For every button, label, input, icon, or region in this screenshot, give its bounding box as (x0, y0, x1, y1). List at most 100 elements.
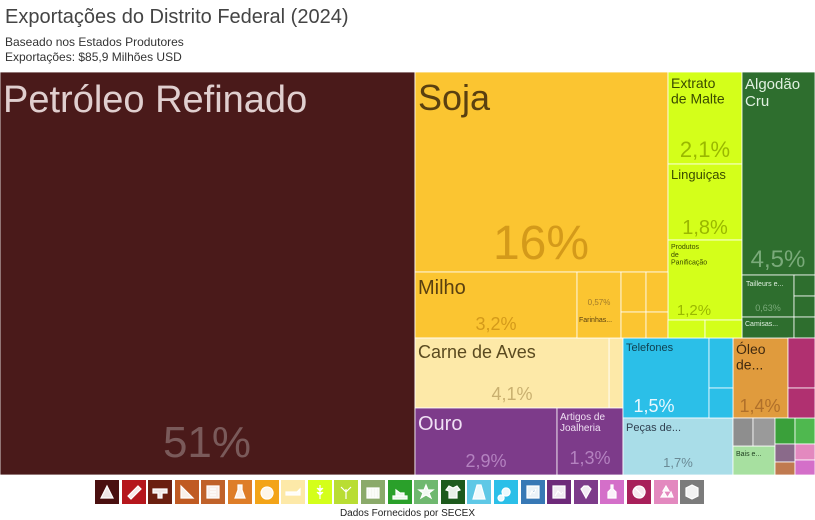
misc-small-4[interactable] (774, 443, 796, 463)
tile-share--leo-de: 1,4% (739, 396, 780, 416)
tile--leo-de[interactable] (732, 337, 789, 419)
tile-label-milho: Milho (418, 277, 466, 299)
tile-share-telefones: 1,5% (633, 396, 674, 416)
animal-filler[interactable] (608, 337, 624, 409)
tile-label-produtos-de-panifica-o: de (671, 252, 679, 259)
tile-share-farinhas: 0,57% (588, 298, 611, 307)
grain-small-3[interactable] (620, 311, 647, 339)
misc-small-0[interactable] (732, 417, 754, 447)
tile-share-tailleurs: 0,63% (755, 303, 781, 313)
tile-share-petr-leo-refinado: 51% (163, 418, 251, 467)
malt-small-1[interactable] (704, 319, 743, 339)
tile-label-tailleurs: Tailleurs e... (746, 281, 783, 288)
tile-label-telefones: Telefones (626, 342, 674, 354)
tile-share-algod-o-cru: 4,5% (751, 246, 806, 273)
tile-share-artigos-de-joalheria: 1,3% (569, 448, 610, 468)
grain-small-4[interactable] (645, 311, 669, 339)
tile-label-pe-as-de: Peças de... (626, 422, 681, 434)
road-icon[interactable] (467, 480, 491, 504)
pink-small-1[interactable] (787, 387, 815, 419)
malt-small-0[interactable] (667, 319, 706, 339)
misc-small-1[interactable] (752, 417, 776, 447)
textile-roll-icon[interactable] (201, 480, 225, 504)
textile-small-1[interactable] (793, 295, 815, 318)
tile-share-produtos-de-panifica-o: 1,2% (677, 302, 711, 319)
fruit-icon[interactable] (255, 480, 279, 504)
tile-label--leo-de: Óleo (736, 341, 766, 357)
tile-artigos-de-joalheria[interactable] (556, 407, 624, 475)
tile-telefones[interactable] (622, 337, 710, 419)
tile-label-petr-leo-refinado: Petróleo Refinado (3, 79, 307, 121)
tile-label-extrato-de-malte: Extrato (671, 75, 716, 91)
tile-share-pe-as-de: 1,7% (663, 455, 693, 470)
chart-title: Exportações do Distrito Federal (2024) (5, 6, 349, 28)
clothing-icon[interactable] (441, 480, 465, 504)
chemical-icon[interactable] (122, 480, 146, 504)
tile-share-carne-de-aves: 4,1% (491, 384, 532, 404)
export-total: Exportações: $85,9 Milhões USD (5, 50, 182, 64)
tile-label-carne-de-aves: Carne de Aves (418, 342, 536, 362)
plant-icon[interactable] (334, 480, 358, 504)
tile-share-soja: 16% (493, 217, 589, 270)
instrument-icon[interactable] (521, 480, 545, 504)
tile-label-produtos-de-panifica-o: Panificação (671, 260, 707, 267)
grain-small-2[interactable] (645, 271, 669, 313)
flask-icon[interactable] (228, 480, 252, 504)
misc-small-2[interactable] (774, 417, 796, 445)
tile-soja[interactable] (414, 72, 669, 273)
metal-icon[interactable] (148, 480, 172, 504)
tile-produtos-de-panifica-o[interactable] (667, 239, 743, 321)
misc-small-3[interactable] (794, 417, 815, 445)
tile-petr-leo-refinado[interactable] (0, 72, 416, 475)
animal-icon[interactable] (281, 480, 305, 504)
data-source: Dados Fornecidos por SECEX (339, 508, 476, 519)
stone-icon[interactable] (361, 480, 385, 504)
machinery-icon[interactable] (494, 480, 518, 504)
tile-label-artigos-de-joalheria: Joalheria (560, 423, 601, 434)
tile-label-bais: Bais e... (736, 451, 761, 458)
tile-label-artigos-de-joalheria: Artigos de (560, 412, 605, 423)
tile-share-extrato-de-malte: 2,1% (680, 137, 730, 162)
leather-icon[interactable] (175, 480, 199, 504)
footwear-icon[interactable] (388, 480, 412, 504)
mineral-icon[interactable] (95, 480, 119, 504)
tile-label-lingui-as: Linguiças (671, 167, 726, 182)
misc-small-6[interactable] (774, 461, 796, 475)
tile-share-ouro: 2,9% (465, 451, 506, 471)
tile-share-lingui-as: 1,8% (682, 217, 728, 239)
textile-small-2[interactable] (793, 316, 815, 339)
tile-extrato-de-malte[interactable] (667, 72, 743, 165)
tile-label-algod-o-cru: Algodão (745, 76, 800, 93)
recycle-icon[interactable] (654, 480, 678, 504)
tile-ouro[interactable] (414, 407, 558, 475)
tile-share-milho: 3,2% (475, 314, 516, 334)
diamond-icon[interactable] (574, 480, 598, 504)
tile-tailleurs[interactable] (741, 274, 795, 318)
textile-small-0[interactable] (793, 274, 815, 297)
tile-lingui-as[interactable] (667, 163, 743, 241)
misc-small-7[interactable] (794, 459, 815, 475)
machinery-small-1[interactable] (708, 387, 734, 419)
misc-icon[interactable] (680, 480, 704, 504)
chart-subtitle: Baseado nos Estados Produtores (5, 35, 184, 49)
tile-carne-de-aves[interactable] (414, 337, 610, 409)
tile-label-camisas: Camisas... (745, 321, 778, 328)
tile-label-soja: Soja (418, 77, 491, 118)
pink-small-0[interactable] (787, 337, 815, 389)
tile-milho[interactable] (414, 271, 578, 339)
tile-farinhas[interactable] (576, 271, 622, 339)
grain-small-1[interactable] (620, 271, 647, 313)
tile-label-produtos-de-panifica-o: Produtos (671, 244, 700, 251)
machinery-small-0[interactable] (708, 337, 734, 389)
misc-small-5[interactable] (794, 443, 815, 461)
tile-label--leo-de: de... (736, 357, 763, 373)
bottle-icon[interactable] (600, 480, 624, 504)
star-icon[interactable] (414, 480, 438, 504)
picture-icon[interactable] (547, 480, 571, 504)
no-entry-icon[interactable] (627, 480, 651, 504)
tile-label-extrato-de-malte: de Malte (671, 91, 725, 107)
category-icon-bar (0, 480, 815, 506)
grain-icon[interactable] (308, 480, 332, 504)
tile-label-farinhas: Farinhas... (579, 317, 612, 324)
tile-label-algod-o-cru: Cru (745, 93, 769, 110)
